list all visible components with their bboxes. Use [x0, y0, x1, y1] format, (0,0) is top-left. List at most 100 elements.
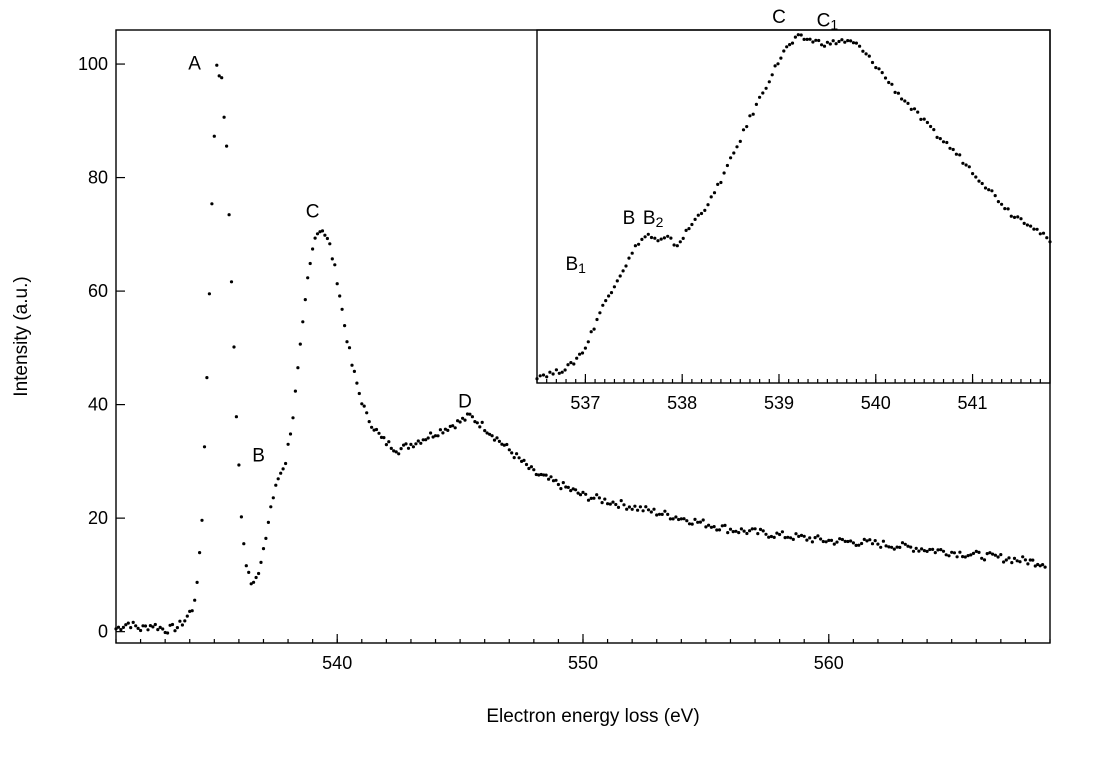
peak-label-subscript: 1 — [830, 16, 838, 32]
data-point — [715, 528, 719, 532]
data-point — [865, 539, 869, 543]
data-point — [843, 40, 847, 44]
data-point — [1031, 558, 1035, 562]
data-point — [572, 362, 576, 366]
data-point — [492, 438, 497, 442]
data-point — [200, 518, 204, 522]
data-point — [675, 244, 679, 248]
plot-frame — [115, 29, 1051, 644]
data-point — [458, 420, 462, 424]
data-point — [652, 507, 656, 511]
peak-label-subscript: 1 — [578, 260, 586, 276]
data-point — [426, 436, 430, 440]
data-point — [589, 330, 593, 334]
data-point — [298, 342, 302, 346]
data-point — [816, 534, 820, 538]
data-point — [693, 517, 697, 522]
data-point — [754, 102, 759, 106]
data-point — [239, 515, 243, 519]
data-point — [424, 438, 428, 442]
data-point — [592, 327, 596, 331]
data-point — [638, 505, 643, 509]
data-point — [1007, 556, 1011, 560]
data-point — [529, 465, 534, 469]
data-point — [884, 544, 888, 548]
data-point — [814, 38, 818, 42]
x-tick-label: 560 — [814, 653, 844, 673]
data-point — [778, 532, 782, 537]
data-point — [539, 472, 543, 477]
data-point — [1043, 565, 1047, 569]
data-point — [764, 532, 768, 536]
data-point — [286, 442, 290, 446]
data-point — [624, 264, 628, 268]
data-point — [890, 545, 894, 549]
data-point — [731, 530, 735, 534]
data-point — [614, 502, 618, 507]
data-point — [780, 530, 785, 534]
data-point — [1012, 556, 1017, 561]
data-point — [443, 427, 447, 431]
data-point — [404, 442, 408, 446]
data-point — [653, 236, 657, 240]
data-point — [922, 549, 927, 553]
data-point — [470, 415, 474, 419]
data-point — [693, 217, 697, 221]
data-point — [655, 513, 659, 517]
data-point — [674, 515, 678, 519]
data-point — [630, 251, 634, 255]
data-point — [1018, 560, 1022, 564]
peak-label: B — [623, 208, 636, 229]
data-point — [944, 553, 948, 557]
data-point — [678, 240, 682, 244]
data-point — [158, 625, 162, 630]
data-point — [916, 110, 920, 114]
data-point — [124, 623, 128, 627]
data-point — [776, 62, 780, 66]
data-point — [758, 527, 763, 532]
data-point — [569, 361, 573, 365]
data-point — [387, 440, 391, 444]
data-point — [156, 628, 160, 632]
data-point — [961, 161, 965, 165]
data-point — [723, 523, 727, 528]
data-point — [576, 491, 580, 495]
data-point — [1032, 227, 1036, 231]
data-point — [719, 180, 723, 185]
data-point — [597, 496, 602, 500]
x-tick-label: 541 — [958, 393, 988, 413]
data-point — [1041, 563, 1045, 567]
data-point — [929, 124, 933, 129]
data-point — [618, 274, 622, 278]
data-point — [788, 43, 792, 47]
data-point — [308, 261, 312, 266]
data-point — [392, 449, 396, 453]
data-point — [656, 239, 660, 243]
data-point — [589, 496, 593, 500]
data-point — [657, 512, 662, 516]
data-point — [608, 502, 612, 506]
data-point — [325, 236, 329, 241]
data-point — [682, 517, 686, 521]
data-point — [419, 441, 423, 445]
data-point — [249, 582, 253, 586]
data-point — [938, 137, 942, 141]
data-point — [604, 299, 608, 303]
data-point — [1012, 215, 1017, 219]
data-point — [237, 463, 241, 467]
y-tick-label: 20 — [88, 508, 108, 528]
data-point — [168, 623, 172, 627]
data-point — [887, 545, 891, 549]
data-point — [941, 549, 946, 553]
data-point — [659, 237, 663, 241]
data-point — [761, 91, 765, 95]
data-point — [621, 269, 625, 273]
data-point — [794, 532, 798, 536]
data-point — [681, 236, 685, 240]
data-point — [660, 512, 664, 517]
data-point — [822, 44, 827, 48]
data-point — [291, 416, 295, 420]
data-point — [465, 412, 470, 416]
data-point — [939, 548, 943, 552]
data-point — [971, 551, 976, 556]
